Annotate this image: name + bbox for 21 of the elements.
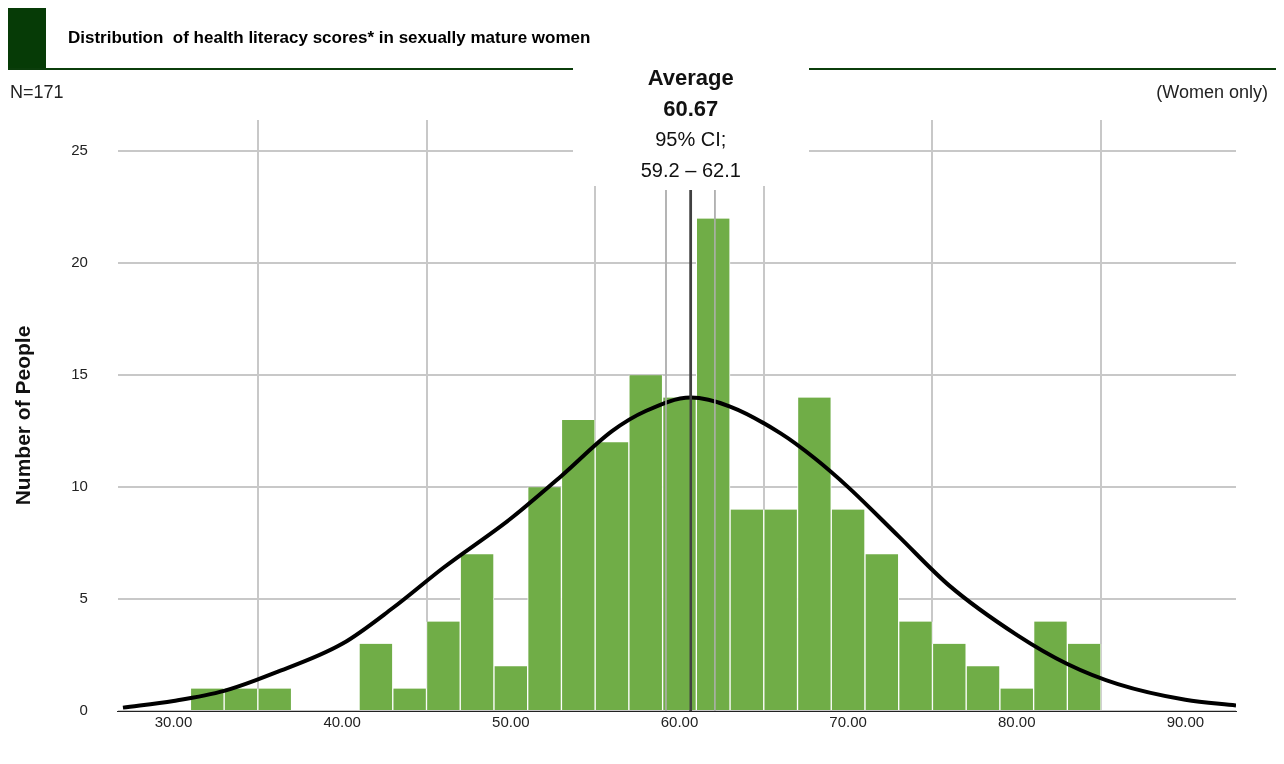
y-tick-label: 0 bbox=[79, 701, 88, 719]
x-tick-label: 70.00 bbox=[829, 713, 867, 731]
chart-title: Distribution of health literacy scores* in sexually mature women bbox=[68, 28, 591, 48]
y-tick-label: 15 bbox=[71, 365, 88, 383]
text: N=171 bbox=[10, 81, 64, 102]
x-tick-label: 30.00 bbox=[154, 713, 193, 731]
y-tick-label: 10 bbox=[71, 477, 88, 495]
x-tick-label: 50.00 bbox=[492, 713, 530, 731]
annotation: 59.2 – 62.1 bbox=[639, 158, 742, 183]
x-tick-label: 60.00 bbox=[660, 713, 699, 731]
x-tick-label: 40.00 bbox=[323, 713, 361, 731]
annotation: 60.67 bbox=[662, 95, 720, 123]
x-tick-label: 90.00 bbox=[1166, 713, 1205, 731]
line-series bbox=[120, 395, 1236, 710]
y-axis-title: Number of People bbox=[11, 325, 35, 506]
text: (Women only) bbox=[1156, 81, 1268, 102]
y-tick-label: 5 bbox=[79, 589, 88, 607]
y-tick-label: 20 bbox=[71, 253, 88, 271]
x-tick-label: 80.00 bbox=[997, 713, 1036, 731]
annotation: 95% CI; bbox=[654, 127, 728, 152]
y-tick-label: 25 bbox=[71, 141, 88, 159]
